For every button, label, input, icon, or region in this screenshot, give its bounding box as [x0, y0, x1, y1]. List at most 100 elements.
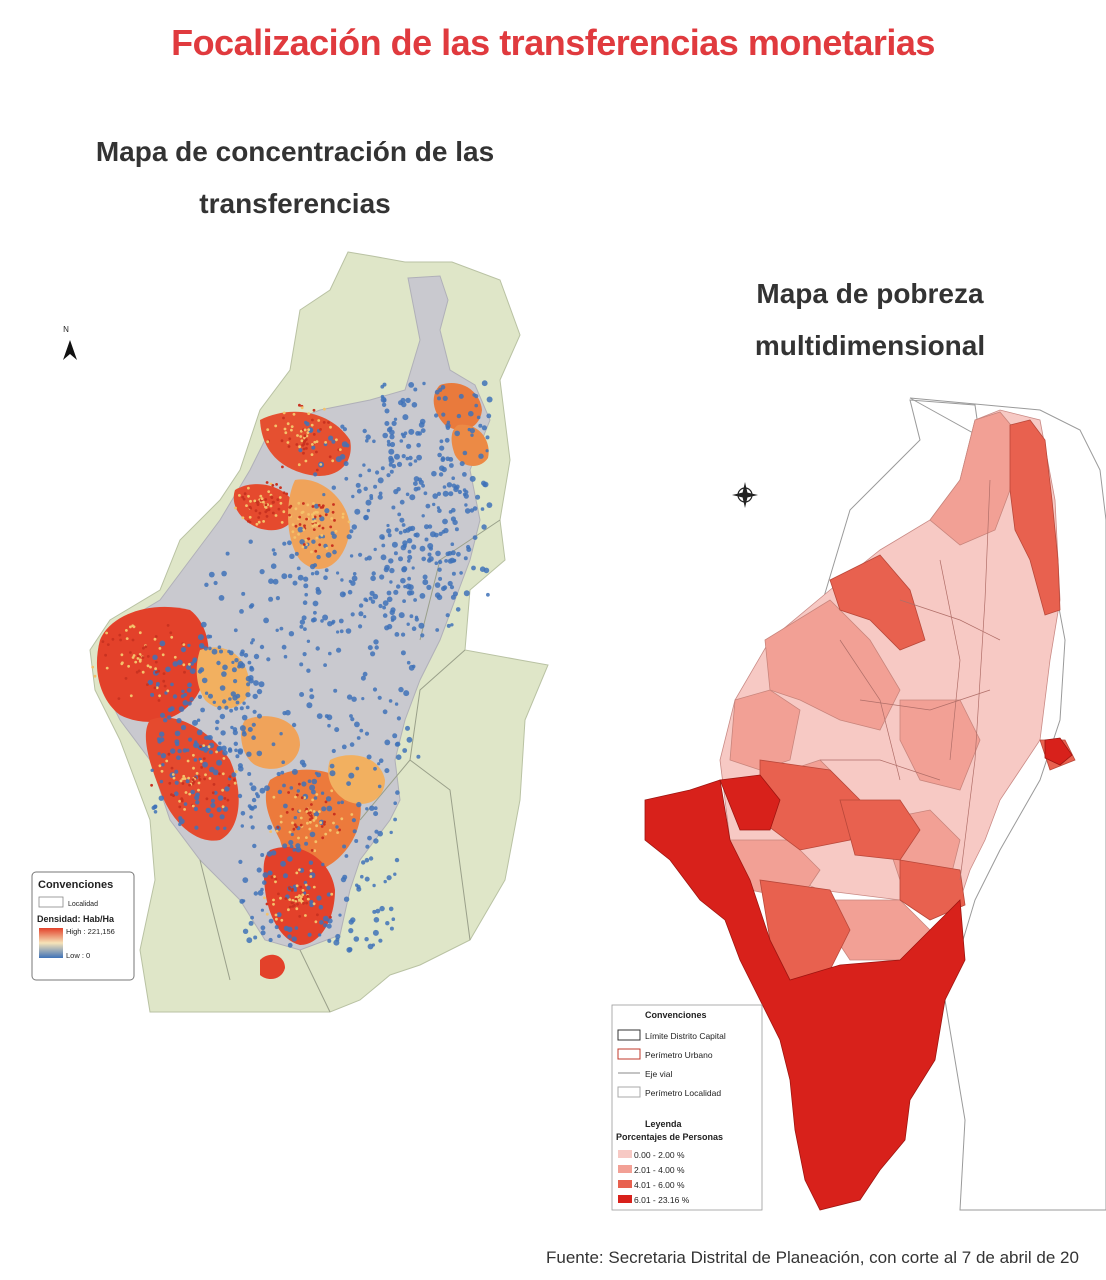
- density-dot: [195, 800, 200, 805]
- density-dot: [442, 395, 448, 401]
- density-dot: [282, 541, 287, 546]
- density-dot: [279, 814, 283, 818]
- density-dot: [303, 436, 306, 440]
- density-dot: [355, 482, 361, 488]
- density-dot: [411, 544, 417, 550]
- density-dot: [386, 442, 391, 447]
- density-dot: [392, 733, 398, 739]
- density-dot: [280, 439, 284, 443]
- density-dot: [271, 484, 275, 487]
- density-dot: [172, 694, 178, 699]
- density-dot: [272, 795, 276, 799]
- density-dot: [217, 705, 222, 711]
- density-dot: [478, 453, 484, 459]
- density-dot: [297, 532, 300, 536]
- density-dot: [423, 491, 428, 496]
- density-dot: [397, 512, 402, 517]
- density-dot: [248, 539, 253, 544]
- density-dot: [300, 511, 304, 514]
- density-dot: [469, 508, 475, 513]
- class-label: 6.01 - 23.16 %: [634, 1195, 690, 1205]
- density-dot: [389, 441, 396, 448]
- density-dot: [204, 691, 209, 695]
- density-dot: [364, 731, 370, 736]
- density-dot: [358, 611, 364, 617]
- density-dot: [475, 494, 481, 500]
- density-dot: [138, 631, 142, 635]
- density-dot: [486, 396, 493, 403]
- density-dot: [329, 915, 332, 919]
- density-dot: [403, 584, 407, 589]
- density-dot: [330, 544, 334, 547]
- density-dot: [309, 784, 316, 791]
- density-dot: [319, 463, 323, 466]
- density-dot: [237, 749, 243, 755]
- density-dot: [317, 933, 322, 937]
- density-dot: [388, 699, 393, 703]
- density-dot: [314, 549, 318, 553]
- density-dot: [323, 575, 328, 580]
- density-dot: [408, 428, 415, 435]
- density-dot: [409, 614, 414, 619]
- density-dot: [335, 456, 342, 463]
- density-dot: [313, 610, 317, 615]
- density-dot: [450, 550, 456, 556]
- density-dot: [481, 380, 488, 387]
- density-dot: [330, 892, 334, 896]
- density-dot: [441, 412, 446, 417]
- density-dot: [481, 524, 487, 530]
- density-dot: [474, 394, 479, 399]
- density-dot: [158, 694, 162, 698]
- density-dot: [332, 812, 336, 816]
- density-dot: [273, 875, 276, 878]
- density-dot: [468, 410, 474, 417]
- density-dot: [174, 791, 179, 796]
- density-dot: [399, 439, 404, 443]
- density-dot: [355, 766, 360, 771]
- density-dot: [398, 686, 404, 693]
- density-dot: [352, 829, 357, 834]
- density-dot: [221, 788, 225, 792]
- density-dot: [440, 385, 446, 390]
- density-dot: [300, 439, 304, 443]
- density-dot: [198, 778, 202, 781]
- density-dot: [170, 748, 176, 754]
- density-dot: [280, 521, 284, 524]
- density-dot: [154, 660, 158, 664]
- density-dot: [410, 525, 416, 532]
- density-dot: [470, 433, 474, 437]
- density-dot: [189, 661, 195, 666]
- density-dot: [286, 422, 290, 426]
- density-dot: [469, 475, 476, 482]
- density-dot: [486, 413, 492, 419]
- density-dot: [105, 666, 109, 670]
- density-legend: Convenciones Localidad Densidad: Hab/Ha …: [31, 871, 135, 981]
- density-dot: [322, 822, 326, 826]
- density-dot: [240, 811, 246, 816]
- density-dot: [208, 571, 215, 578]
- density-dot: [299, 816, 303, 820]
- density-dot: [221, 772, 225, 776]
- density-dot: [293, 816, 297, 820]
- density-dot: [408, 382, 415, 388]
- density-dot: [183, 802, 188, 806]
- density-dot: [393, 589, 399, 595]
- density-dot: [253, 935, 258, 940]
- density-dot: [448, 457, 454, 462]
- density-dot: [161, 763, 165, 767]
- density-dot: [367, 835, 372, 841]
- density-dot: [305, 807, 309, 811]
- density-dot: [309, 875, 313, 878]
- density-dot: [349, 554, 354, 558]
- density-dot: [318, 810, 321, 813]
- density-dot: [213, 790, 218, 795]
- density-dot: [310, 572, 315, 576]
- density-dot: [157, 752, 161, 756]
- density-dot: [163, 684, 167, 688]
- density-dot: [157, 699, 161, 702]
- density-dot: [292, 580, 298, 586]
- poverty-map: Convenciones Límite Distrito Capital Per…: [611, 397, 1106, 1211]
- density-dot: [251, 797, 257, 803]
- density-dot: [255, 522, 259, 526]
- density-dot: [262, 520, 265, 523]
